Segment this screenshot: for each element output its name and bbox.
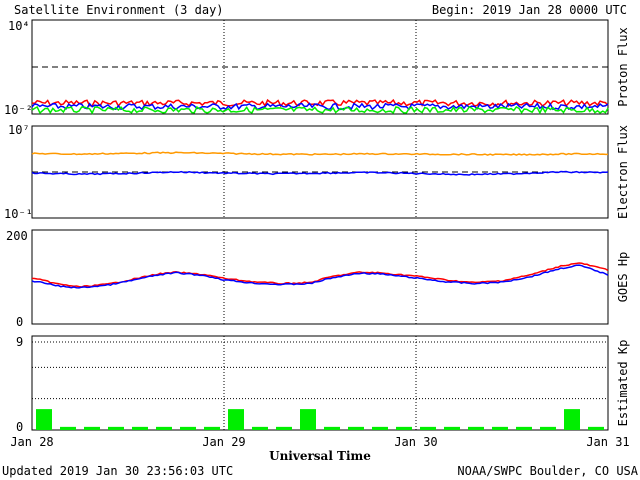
- proton-flux-series-1: [31, 102, 609, 111]
- x-axis-title: Universal Time: [269, 449, 371, 463]
- electron-ytick-top: 10⁷: [8, 123, 30, 137]
- kp-ytick-bottom: 0: [16, 420, 23, 434]
- electron-ytick-bottom: 10⁻¹: [4, 207, 33, 221]
- panel-proton-frame: [31, 19, 609, 115]
- kp-bar-17: [444, 426, 460, 430]
- kp-bar-2: [84, 426, 100, 430]
- proton-flux-series-0: [31, 98, 609, 108]
- kp-bar-6: [180, 426, 196, 430]
- kp-bar-3: [108, 426, 124, 430]
- hp-ylabel: GOES Hp: [616, 252, 630, 303]
- kp-bar-22: [564, 409, 580, 430]
- hp-ytick-top: 200: [6, 229, 28, 243]
- xtick-jan28: Jan 28: [10, 435, 53, 449]
- goes-hp-plot: [31, 262, 609, 289]
- kp-bar-8: [228, 409, 244, 430]
- chart-title: Satellite Environment (3 day): [14, 3, 224, 17]
- proton-flux-plot: [31, 66, 609, 115]
- kp-bar-9: [252, 426, 268, 430]
- kp-bar-21: [540, 426, 556, 430]
- kp-bar-16: [420, 426, 436, 430]
- kp-bar-20: [516, 426, 532, 430]
- kp-bar-5: [156, 426, 172, 430]
- electron-flux-series-1: [31, 170, 609, 176]
- kp-bar-0: [36, 409, 52, 430]
- proton-ytick-top: 10⁴: [8, 19, 30, 33]
- kp-bar-7: [204, 426, 220, 430]
- proton-ylabel: Proton Flux: [616, 27, 630, 106]
- kp-bar-1: [60, 426, 76, 430]
- proton-flux-series-2: [31, 105, 609, 115]
- electron-ylabel: Electron Flux: [616, 125, 630, 219]
- kp-bar-10: [276, 426, 292, 430]
- panel-hp-frame: [31, 229, 609, 325]
- electron-flux-series-0: [31, 151, 608, 156]
- kp-bar-4: [132, 426, 148, 430]
- xtick-jan31: Jan 31: [586, 435, 629, 449]
- kp-bar-15: [396, 426, 412, 430]
- kp-bar-13: [348, 426, 364, 430]
- kp-bar-12: [324, 426, 340, 430]
- kp-ylabel: Estimated Kp: [616, 340, 630, 427]
- kp-bar-19: [492, 426, 508, 430]
- begin-date: Begin: 2019 Jan 28 0000 UTC: [432, 3, 627, 17]
- goes-hp-series-1: [31, 264, 609, 289]
- electron-flux-plot: [31, 151, 609, 176]
- credit-text: NOAA/SWPC Boulder, CO USA: [457, 464, 638, 478]
- panel-electron-frame: [31, 125, 609, 219]
- day-separator-lines: [223, 20, 417, 430]
- kp-bar-14: [372, 426, 388, 430]
- proton-ytick-bottom: 10⁻²: [4, 103, 33, 117]
- updated-timestamp: Updated 2019 Jan 30 23:56:03 UTC: [2, 464, 233, 478]
- xtick-jan29: Jan 29: [202, 435, 245, 449]
- kp-bar-18: [468, 426, 484, 430]
- xtick-jan30: Jan 30: [394, 435, 437, 449]
- kp-bar-23: [588, 426, 604, 430]
- estimated-kp-plot: [32, 341, 608, 430]
- panel-kp-frame: [31, 335, 609, 431]
- kp-ytick-top: 9: [16, 335, 23, 349]
- hp-ytick-bottom: 0: [16, 315, 23, 329]
- kp-bar-11: [300, 409, 316, 430]
